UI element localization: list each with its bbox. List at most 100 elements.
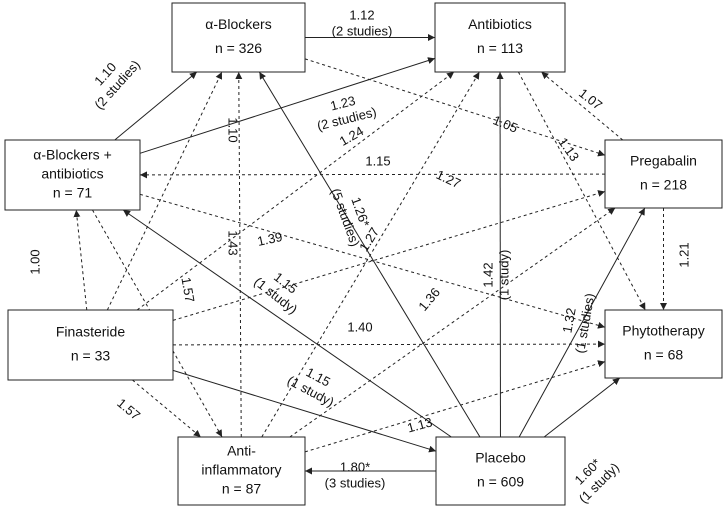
node-box	[4, 139, 141, 211]
edge-label: 1.15(1 study)	[285, 364, 337, 409]
node-label: antibiotics	[41, 166, 103, 182]
edge-label: 1.10(2 studies)	[91, 57, 143, 112]
node-label: n = 68	[644, 347, 684, 363]
edge-label-text: 1.07	[576, 85, 605, 112]
edge	[73, 209, 88, 311]
node-box	[177, 436, 306, 506]
edge	[289, 207, 616, 438]
nodes: α-Blockers n = 326 Antibiotics n = 113 α-Blo…	[4, 2, 723, 506]
edge-label-text: 1.36	[415, 285, 443, 314]
edge-label-text: 1.27	[434, 167, 463, 191]
edge-label: 1.12(2 studies)	[332, 7, 393, 38]
edge-label: 1.57	[114, 395, 143, 423]
edge-label: 1.39	[256, 229, 284, 249]
edge-label-text: 1.21	[676, 242, 691, 267]
edge-label: 1.42 (1 study)	[480, 250, 511, 301]
edge-label-text: 1.27	[356, 225, 382, 254]
edge	[92, 209, 223, 438]
edge	[261, 71, 480, 438]
edge	[136, 71, 455, 311]
edge	[304, 360, 606, 453]
edge-label: 1.60*(1 study)	[572, 456, 623, 507]
edge-label-text: 1.40	[347, 319, 372, 334]
node-box	[7, 309, 174, 381]
node-label: inflammatory	[201, 462, 281, 478]
node-label: Anti-	[227, 443, 256, 459]
node-box	[435, 436, 566, 506]
edge-label-text: 1.05	[491, 112, 520, 135]
edge-label-text: (3 studies)	[325, 475, 386, 490]
node-label: n = 609	[477, 474, 524, 490]
edge	[139, 57, 436, 154]
edge	[258, 71, 481, 438]
edge-label: 1.00	[27, 249, 42, 274]
edge-label: 1.43	[226, 230, 241, 255]
edge	[541, 71, 624, 141]
edge-label-text: 1.43	[226, 230, 241, 255]
edge	[114, 71, 198, 141]
edge	[172, 369, 437, 453]
node-box	[604, 309, 723, 379]
edge-label: 1.05	[491, 112, 520, 135]
edge-label-text: 1.57	[114, 395, 143, 423]
node-label: n = 326	[215, 40, 262, 56]
edge-label: 1.21	[676, 242, 691, 267]
node-box	[604, 139, 723, 209]
edge-label-text: 1.57	[178, 276, 197, 304]
edge-label: 1.27	[356, 225, 382, 254]
edge-label-text: 1.39	[256, 229, 284, 249]
node-label: n = 71	[53, 185, 93, 201]
edge-label-text: 1.42	[480, 262, 495, 287]
edge	[139, 171, 606, 179]
node-label: α-Blockers +	[33, 147, 112, 163]
node-label: n = 113	[477, 40, 523, 56]
edge	[235, 71, 243, 438]
edge-label-text: 1.10	[226, 117, 241, 142]
node-box	[434, 2, 566, 73]
edge-label: 1.32(1 studies)	[559, 292, 597, 354]
edge-label: 1.10	[226, 117, 241, 142]
edge	[122, 209, 452, 438]
edge-labels: 1.10(2 studies) 1.12(2 studies) 1.07 1.23 (2…	[27, 7, 691, 506]
edge-label: 1.27	[434, 167, 463, 191]
edge-label-text: 1.15	[365, 153, 390, 168]
edge-label-text: 1.32	[559, 307, 578, 335]
node-label: α-Blockers	[205, 16, 271, 32]
edge-label-text: 1.00	[27, 249, 42, 274]
edge-label: 1.13	[555, 135, 582, 164]
edge-label-text: 1.80*	[340, 459, 370, 474]
edge	[172, 340, 606, 348]
edge	[172, 190, 606, 321]
edge	[304, 58, 606, 157]
edge-label-text: 1.12	[349, 7, 374, 22]
edge-label-text: (1 study)	[496, 250, 511, 301]
edge	[518, 207, 646, 438]
edge-label: 1.15(1 study)	[251, 269, 300, 317]
node-label: Pregabalin	[630, 153, 697, 169]
node-label: Antibiotics	[468, 16, 532, 32]
node-label: Placebo	[475, 450, 526, 466]
edge-label-text: 1.23	[329, 93, 357, 114]
edge	[106, 71, 223, 311]
edge-label: 1.80*(3 studies)	[325, 459, 386, 490]
edges	[73, 34, 667, 475]
edge-label-text: 1.13	[555, 135, 582, 164]
edge	[139, 193, 606, 329]
edge-label-text: (2 studies)	[332, 23, 393, 38]
edge-label: 1.15	[365, 153, 390, 168]
edge-label: 1.13	[406, 414, 434, 435]
edge	[517, 71, 646, 311]
node-label: n = 218	[640, 177, 687, 193]
edge	[543, 377, 621, 438]
edge-label: 1.57	[178, 276, 197, 304]
node-box	[171, 2, 306, 73]
edge-label: 1.40	[347, 319, 372, 334]
edge-label: 1.07	[576, 85, 605, 112]
edge-label-text: 1.13	[406, 414, 434, 435]
edge	[132, 379, 202, 438]
node-label: n = 33	[71, 348, 111, 364]
node-label: n = 87	[222, 481, 262, 497]
edge-label: 1.36	[415, 285, 443, 314]
